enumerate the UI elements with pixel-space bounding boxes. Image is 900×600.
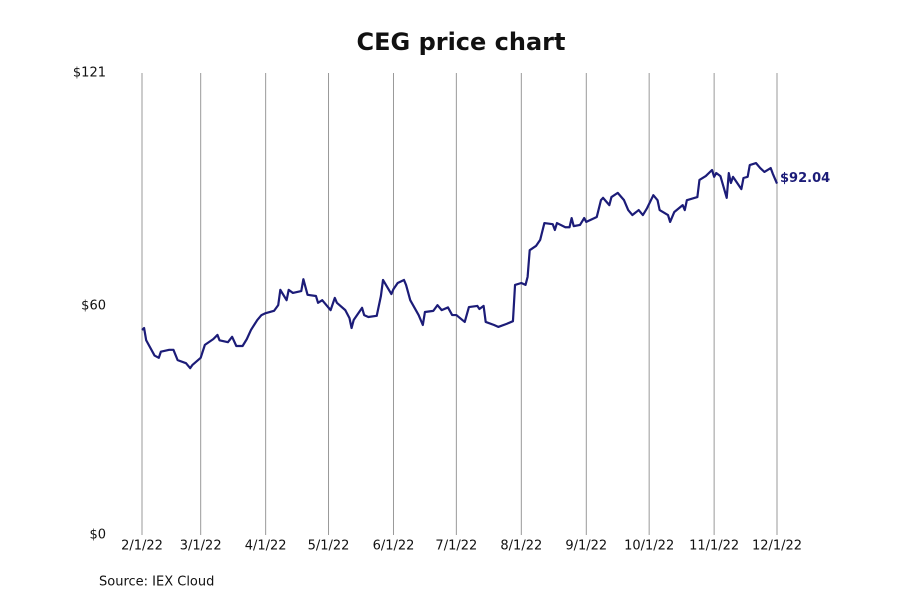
- chart-title: CEG price chart: [357, 28, 566, 56]
- x-tick-label: 10/1/22: [624, 539, 674, 554]
- x-tick-label: 5/1/22: [308, 539, 350, 554]
- source-note: Source: IEX Cloud: [99, 575, 214, 590]
- x-tick-label: 7/1/22: [435, 539, 477, 554]
- x-tick-label: 2/1/22: [121, 539, 163, 554]
- x-tick-label: 6/1/22: [373, 539, 415, 554]
- x-tick-label: 4/1/22: [245, 539, 287, 554]
- price-line: [141, 162, 779, 370]
- x-tick-label: 11/1/22: [689, 539, 739, 554]
- x-tick-label: 3/1/22: [180, 539, 222, 554]
- x-tick-label: 9/1/22: [565, 539, 607, 554]
- last-price-label: $92.04: [780, 171, 830, 186]
- y-tick-label: $121: [73, 66, 106, 81]
- x-tick-label: 8/1/22: [500, 539, 542, 554]
- y-tick-label: $0: [89, 528, 106, 543]
- y-tick-label: $60: [81, 298, 106, 313]
- x-tick-label: 12/1/22: [752, 539, 802, 554]
